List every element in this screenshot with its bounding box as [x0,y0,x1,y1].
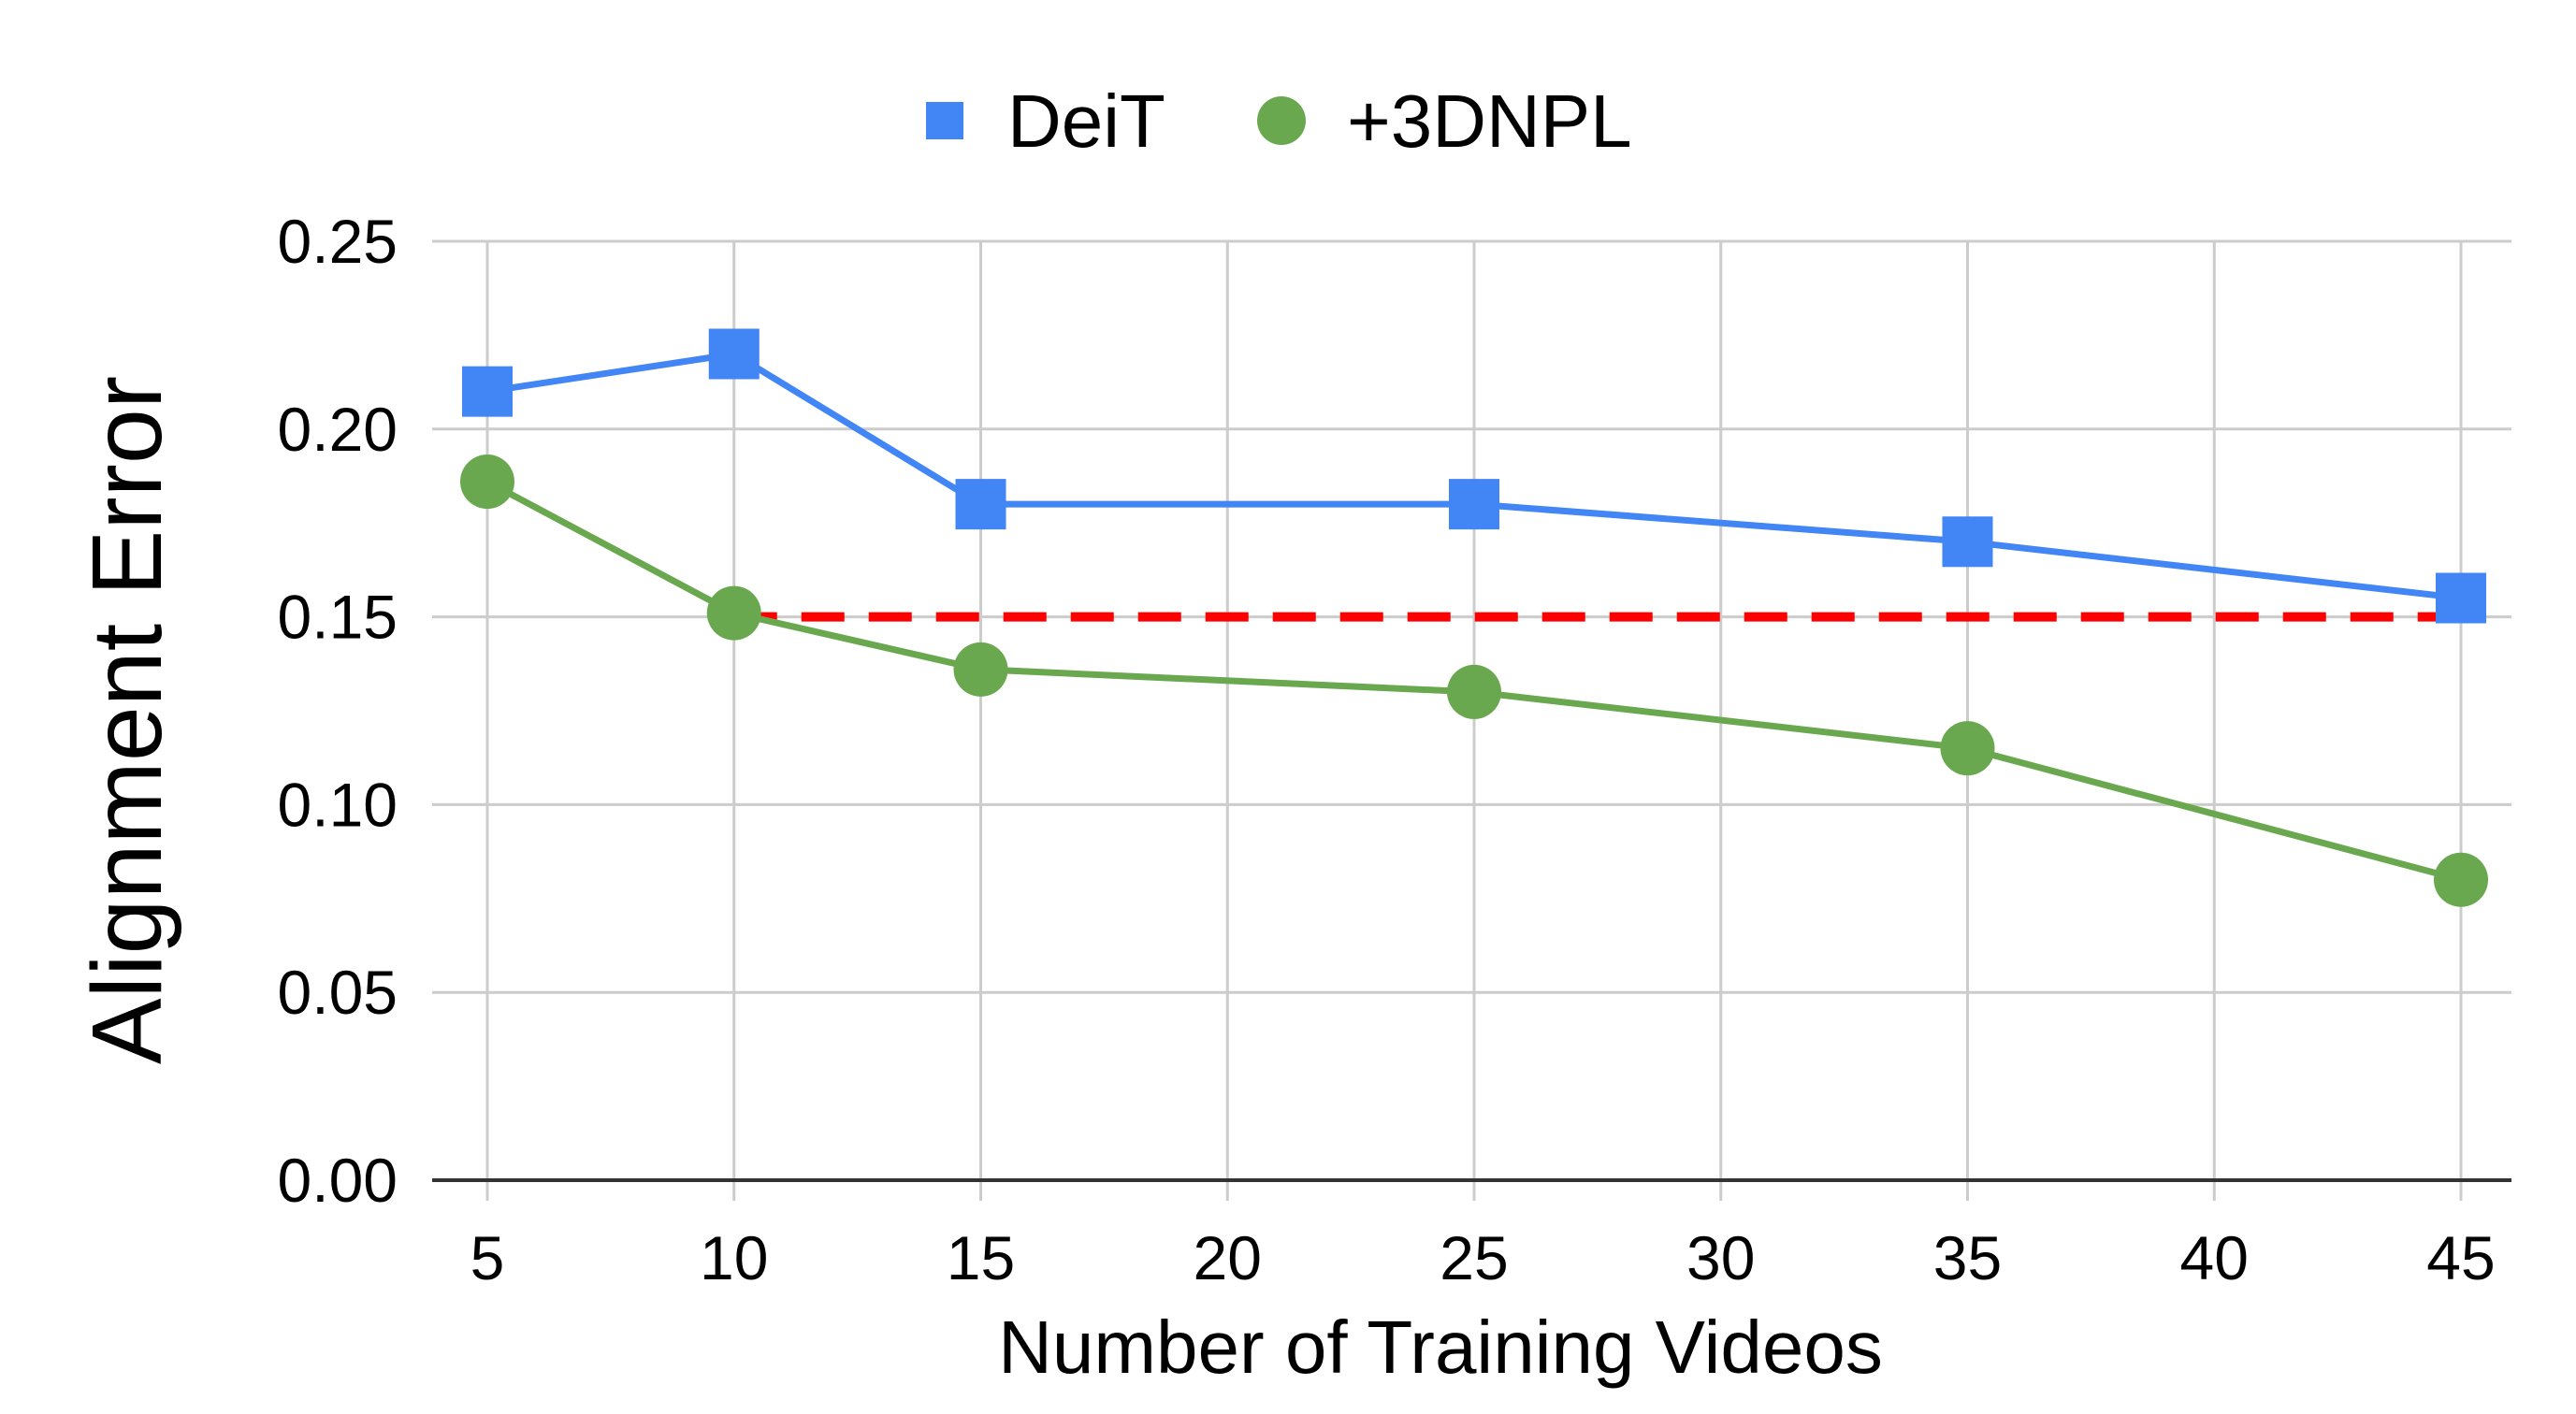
legend-swatch [1257,96,1306,145]
x-tick-label: 45 [2426,1223,2495,1292]
data-point [708,328,760,380]
x-tick-label: 15 [947,1223,1015,1292]
y-tick-label: 0.10 [278,770,398,839]
data-point [706,585,761,641]
x-tick-label: 10 [700,1223,768,1292]
series-deit [462,328,2486,624]
data-point [2434,852,2488,907]
data-point [460,454,514,510]
y-axis-title: Alignment Error [72,376,182,1064]
y-tick-label: 0.15 [278,583,398,652]
y-tick-label: 0.20 [278,395,398,464]
x-tick-label: 25 [1440,1223,1508,1292]
x-tick-label: 40 [2180,1223,2249,1292]
legend-label: +3DNPL [1347,79,1632,163]
x-tick-label: 35 [1933,1223,2002,1292]
x-tick-label: 20 [1194,1223,1262,1292]
y-tick-label: 0.25 [278,207,398,276]
legend-swatch [926,102,963,139]
data-point [2436,572,2486,624]
data-point [1942,516,1993,568]
series-3dnpl [460,454,2488,907]
legend-label: DeiT [1007,79,1165,163]
data-point [955,479,1006,530]
data-point [1449,479,1499,530]
y-tick-label: 0.05 [278,958,398,1027]
axes: 0.00 0.05 0.10 0.15 0.20 0.25 5 10 15 20 25 30 35 40 4… [278,207,2511,1292]
x-axis-title: Number of Training Videos [998,1306,1883,1389]
x-tick-label: 5 [470,1223,505,1292]
x-tick-label: 30 [1686,1223,1755,1292]
series-line [486,351,2462,601]
legend: DeiT +3DNPL [926,79,1632,163]
series-group [460,328,2488,907]
data-point [1940,721,1995,776]
data-point [1447,664,1501,719]
y-tick-label: 0.00 [278,1146,398,1215]
data-point [462,366,513,417]
data-point [953,642,1008,697]
series-line [485,478,2462,884]
grid [432,239,2511,1201]
legend-item: DeiT [926,79,1165,163]
legend-item: +3DNPL [1257,79,1632,163]
